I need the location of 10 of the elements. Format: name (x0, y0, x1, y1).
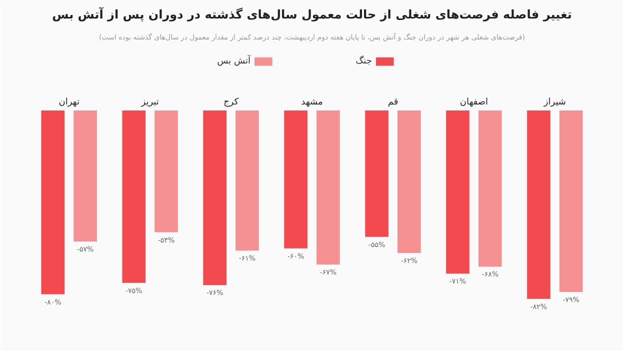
x-tick-label: کرج (224, 98, 240, 108)
x-tick-label: مشهد (301, 98, 324, 108)
legend-label: آتش بس (217, 54, 251, 67)
x-tick-label: تهران (58, 98, 80, 108)
chart-title: تغییر فاصله فرصت‌های شغلی از حالت معمول سال‌های گذشته در دوران پس از آتش بس (52, 6, 572, 22)
x-tick-label: شیراز (542, 98, 566, 108)
x-tick-label: قم (388, 98, 398, 108)
x-tick-label: تبریز (140, 98, 160, 108)
legend-label: جنگ (356, 54, 372, 67)
x-tick-label: اصفهان (460, 98, 488, 108)
